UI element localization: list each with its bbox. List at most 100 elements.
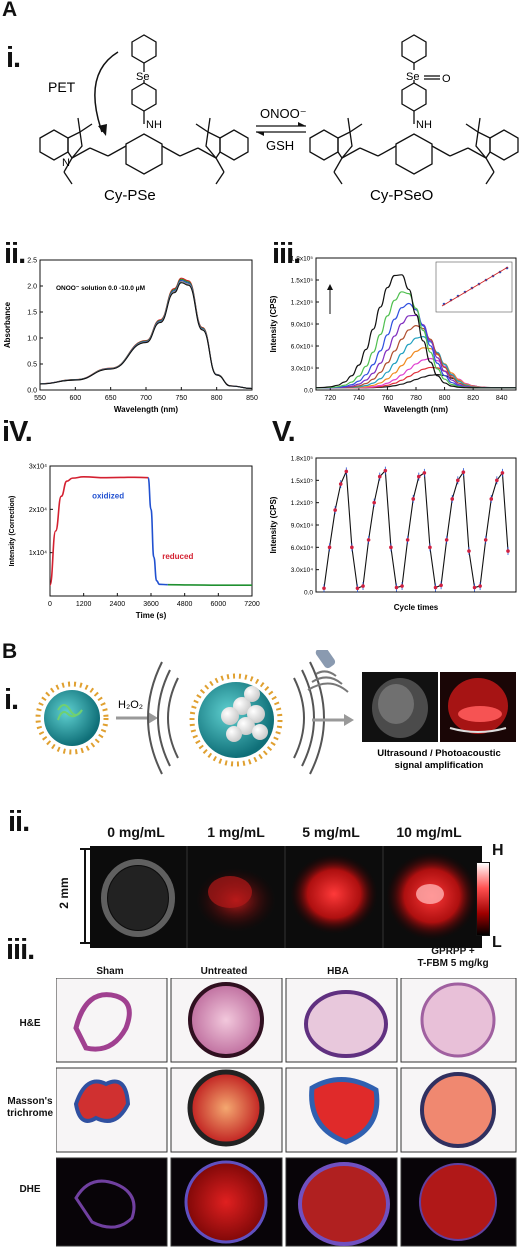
x-tick-label: 0 bbox=[48, 601, 52, 608]
legend-text: ONOO⁻ solution 0.0 -10.0 μM bbox=[56, 285, 145, 292]
data-point bbox=[394, 585, 399, 590]
compound-cy-pseo: Cy-PSeO bbox=[370, 187, 433, 204]
series-line bbox=[39, 279, 253, 390]
data-point bbox=[383, 468, 388, 473]
data-point bbox=[433, 585, 438, 590]
y-tick-label: 1.2x10⁵ bbox=[291, 500, 314, 507]
panel-a-v-label: V. bbox=[272, 416, 296, 448]
data-point bbox=[355, 586, 360, 591]
y-tick-label: 3.0x10⁴ bbox=[291, 366, 314, 373]
data-point bbox=[361, 584, 365, 588]
x-tick-label: 4800 bbox=[177, 601, 193, 608]
nanoparticle-after bbox=[189, 673, 283, 767]
data-point bbox=[495, 478, 499, 483]
row-label-masson: Masson's bbox=[7, 1096, 53, 1107]
x-tick-label: 600 bbox=[69, 395, 81, 402]
caption-line2: signal amplification bbox=[395, 760, 484, 771]
data-point bbox=[416, 474, 421, 479]
photoacoustic-images bbox=[90, 846, 482, 948]
data-point bbox=[411, 497, 416, 501]
data-point bbox=[500, 471, 505, 475]
series-line bbox=[49, 476, 149, 586]
y-tick-label: 1x10⁴ bbox=[29, 550, 47, 557]
y-tick-label: 1.8x10⁵ bbox=[291, 456, 314, 463]
y-tick-label: 1.0 bbox=[27, 336, 37, 343]
x-tick-label: 800 bbox=[211, 395, 223, 402]
x-tick-label: 1200 bbox=[76, 601, 92, 608]
atom-se-right: Se bbox=[406, 71, 419, 83]
series-line bbox=[147, 476, 168, 586]
data-point bbox=[478, 584, 482, 588]
col-label-sham: Sham bbox=[96, 966, 124, 977]
x-tick-label: 720 bbox=[324, 395, 336, 402]
row-label-masson-line2: trichrome bbox=[6, 1108, 54, 1119]
y-tick-label: 6.0x10⁴ bbox=[291, 344, 314, 351]
panel-a-i-label: i. bbox=[6, 42, 21, 74]
atom-o-right: O bbox=[442, 73, 451, 85]
y-tick-label: 1.5 bbox=[27, 310, 37, 317]
data-point bbox=[489, 497, 494, 501]
compound-cy-pse: Cy-PSe bbox=[104, 187, 156, 204]
data-point bbox=[333, 508, 337, 512]
data-point bbox=[450, 497, 455, 501]
y-tick-label: 2.0 bbox=[27, 284, 37, 291]
histology-grid bbox=[56, 978, 517, 1247]
plot-frame bbox=[49, 465, 253, 597]
panel-b-letter: B bbox=[2, 640, 18, 663]
x-tick-label: 2400 bbox=[110, 601, 126, 608]
y-axis-label: Intensity (Correction) bbox=[9, 496, 16, 567]
y-axis-label: Absorbance bbox=[3, 301, 12, 348]
data-point bbox=[444, 538, 449, 542]
x-tick-label: 820 bbox=[467, 395, 479, 402]
x-tick-label: 840 bbox=[496, 395, 508, 402]
y-tick-label: 1.8x10⁵ bbox=[291, 256, 314, 263]
y-tick-label: 3.0x10⁴ bbox=[291, 567, 314, 574]
cycle-chart: 0.0 3.0x10⁴ 6.0x10⁴ 9.0x10⁴ 1.2x10⁵ 1.5x10⁵ 1.… bbox=[269, 456, 517, 612]
series-line bbox=[39, 278, 253, 390]
x-tick-label: 740 bbox=[353, 395, 365, 402]
panel-b-i-label: i. bbox=[4, 684, 19, 716]
intensity-spectrum-chart: 720 740 760 780 800 820 840 0.0 3.0x10⁴ 6.0x10⁴ 9.… bbox=[269, 256, 517, 414]
data-point bbox=[327, 545, 332, 550]
x-tick-label: 3600 bbox=[143, 601, 159, 608]
data-point bbox=[405, 538, 410, 542]
plot-frame bbox=[39, 259, 253, 391]
reaction-scheme: Se NH N ONOO⁻ GSH Se O NH P bbox=[39, 34, 519, 204]
reduced-label: reduced bbox=[162, 552, 193, 561]
y-tick-label: 0.0 bbox=[304, 388, 313, 395]
colorbar bbox=[476, 862, 490, 936]
col-label-gprpp-line2: T-FBM 5 mg/kg bbox=[417, 958, 489, 969]
series-line bbox=[39, 277, 253, 389]
y-tick-label: 2.5 bbox=[27, 258, 37, 265]
conc-label-0: 0 mg/mL bbox=[107, 824, 165, 840]
atom-n-left: N bbox=[62, 157, 70, 169]
row-label-he: H&E bbox=[19, 1018, 41, 1029]
data-point bbox=[483, 538, 488, 542]
data-point bbox=[472, 585, 477, 590]
ultrasound-probe-icon bbox=[307, 650, 349, 693]
data-point bbox=[338, 482, 343, 486]
x-axis-label: Time (s) bbox=[136, 611, 167, 620]
colorbar-high-label: H bbox=[492, 842, 504, 859]
caption-line1: Ultrasound / Photoacoustic bbox=[377, 748, 501, 759]
col-label-gprpp-line1: GPRPP + bbox=[431, 946, 475, 957]
reagent-onoo: ONOO⁻ bbox=[260, 106, 307, 121]
panel-b-ii-label: ii. bbox=[8, 806, 30, 838]
time-course-chart: 0 1200 2400 3600 4800 6000 7200 1x10⁴ 2x10⁴ 3x10⁴… bbox=[9, 464, 260, 621]
data-point bbox=[322, 586, 326, 591]
panel-a-letter: A bbox=[2, 0, 18, 21]
x-axis-label: Cycle times bbox=[394, 603, 439, 612]
conc-label-1: 1 mg/mL bbox=[207, 824, 265, 840]
x-tick-label: 7200 bbox=[244, 601, 260, 608]
x-tick-label: 650 bbox=[105, 395, 117, 402]
x-tick-label: 700 bbox=[140, 395, 152, 402]
data-point bbox=[344, 469, 349, 474]
colorbar-low-label: L bbox=[492, 934, 502, 951]
panel-a-iii-label: iii. bbox=[272, 238, 301, 270]
conc-label-3: 10 mg/mL bbox=[396, 824, 462, 840]
plot-frame bbox=[315, 457, 517, 593]
y-tick-label: 0.0 bbox=[27, 388, 37, 395]
pet-label: PET bbox=[48, 79, 76, 95]
y-axis-label: Intensity (CPS) bbox=[269, 295, 278, 352]
reagent-gsh: GSH bbox=[266, 138, 294, 153]
